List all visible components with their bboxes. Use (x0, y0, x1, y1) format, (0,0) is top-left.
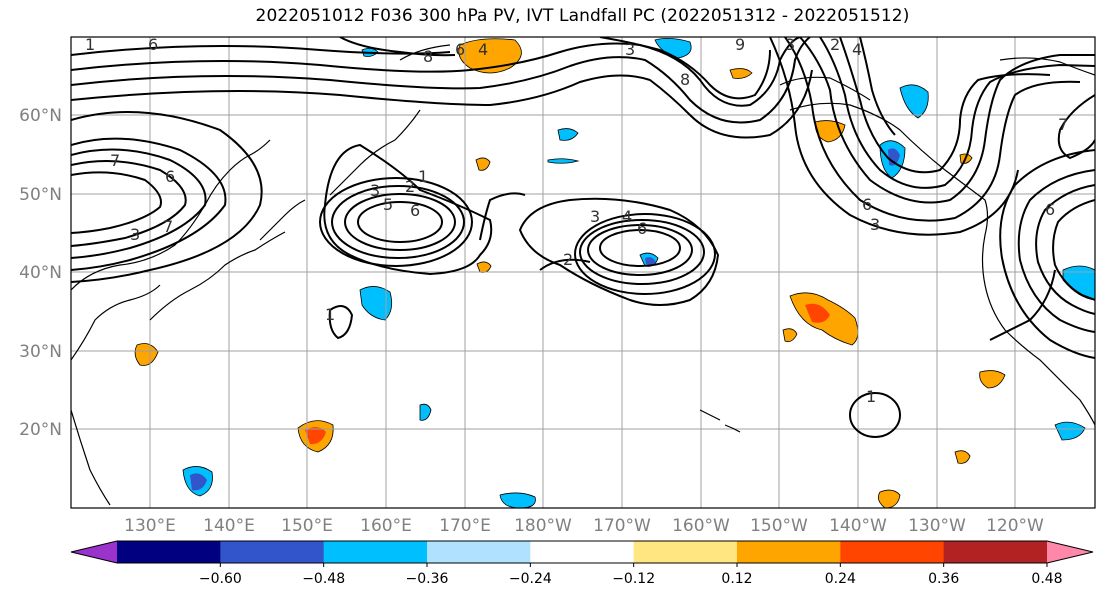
colorbar-extend-low (71, 541, 117, 563)
map-frame (70, 36, 1096, 509)
colorbar-tick-label: 0.24 (825, 571, 856, 587)
strong-positive-core (305, 303, 830, 445)
contour-label: 4 (852, 40, 862, 59)
contour-label: 4 (478, 40, 488, 59)
contour-label: 2 (405, 177, 415, 196)
colorbar-swatch (943, 541, 1048, 563)
lat-label: 40°N (19, 263, 62, 283)
contour-label: 3 (370, 181, 380, 200)
lon-label: 170°E (439, 516, 491, 536)
contour-label: 6 (165, 167, 175, 186)
contour-label: 6 (410, 201, 420, 220)
lat-label: 60°N (19, 106, 62, 126)
lat-label: 20°N (19, 420, 62, 440)
colorbar: −0.60 −0.48 −0.36 −0.24 −0.12 0.12 0.24 0.36 0.4… (70, 540, 1094, 587)
colorbar-tick-label: −0.48 (302, 571, 345, 587)
lon-label: 120°W (986, 516, 1044, 536)
contour-label: 9 (735, 35, 745, 54)
contour-label: 5 (383, 195, 393, 214)
colorbar-swatch (633, 541, 738, 563)
pv-contours (71, 37, 1095, 438)
contour-label: 7 (1058, 115, 1068, 134)
colorbar-swatch (323, 541, 428, 563)
contour-label: 3 (785, 35, 795, 54)
contour-label: 6 (455, 40, 465, 59)
contour-label: 2 (830, 35, 840, 54)
contour-label: 6 (1045, 200, 1055, 219)
colorbar-tick-label: 0.36 (928, 571, 959, 587)
contour-label: 1 (866, 387, 876, 406)
contour-label: 1 (418, 167, 428, 186)
colorbar-extend-high (1047, 541, 1093, 563)
contour-label: 7 (163, 217, 173, 236)
contour-label: 8 (680, 70, 690, 89)
lon-label: 160°W (672, 516, 730, 536)
lon-label: 160°E (360, 516, 412, 536)
contour-label: 1 (85, 35, 95, 54)
colorbar-tick-label: 0.12 (721, 571, 752, 587)
lon-label: 130°E (124, 516, 176, 536)
colorbar-swatch (427, 541, 531, 563)
contour-labels: 1 6 7 6 3 7 3 2 1 5 6 3 4 6 2 8 4 6 3 8 … (85, 35, 1068, 406)
contour-label: 3 (590, 207, 600, 226)
lon-label: 150°W (750, 516, 808, 536)
lat-label: 50°N (19, 185, 62, 205)
colorbar-tick-label: 0.48 (1031, 571, 1062, 587)
colorbar-swatch (840, 541, 945, 563)
lon-label: 140°E (203, 516, 255, 536)
contour-label: 8 (423, 47, 433, 66)
contour-label: 3 (870, 215, 880, 234)
contour-label: 3 (130, 225, 140, 244)
colorbar-swatch (737, 541, 841, 563)
lon-label: 130°W (908, 516, 966, 536)
colorbar-tick-label: −0.60 (199, 571, 242, 587)
colorbar-swatch (220, 541, 325, 563)
contour-label: 6 (637, 219, 647, 238)
lon-labels: 130°E 140°E 150°E 160°E 170°E 180°W 170°… (124, 516, 1044, 536)
map-title: 2022051012 F036 300 hPa PV, IVT Landfall… (255, 6, 910, 26)
colorbar-tick-label: −0.24 (509, 571, 552, 587)
contour-label: 1 (325, 305, 335, 324)
colorbar-tick-label: −0.36 (406, 571, 449, 587)
contour-label: 6 (148, 35, 158, 54)
colorbar-swatch (117, 541, 221, 563)
contour-label: 6 (862, 195, 872, 214)
contour-label: 3 (625, 40, 635, 59)
lat-labels: 60°N 50°N 40°N 30°N 20°N (19, 106, 62, 440)
lon-label: 170°W (593, 516, 651, 536)
colorbar-swatch (530, 541, 635, 563)
lat-label: 30°N (19, 342, 62, 362)
colorbar-tick-label: −0.12 (612, 571, 655, 587)
contour-label: 7 (110, 151, 120, 170)
contour-label: 4 (622, 207, 632, 226)
lon-label: 180°W (514, 516, 572, 536)
lon-label: 150°E (281, 516, 333, 536)
contour-label: 2 (563, 250, 573, 269)
lon-label: 140°W (829, 516, 887, 536)
